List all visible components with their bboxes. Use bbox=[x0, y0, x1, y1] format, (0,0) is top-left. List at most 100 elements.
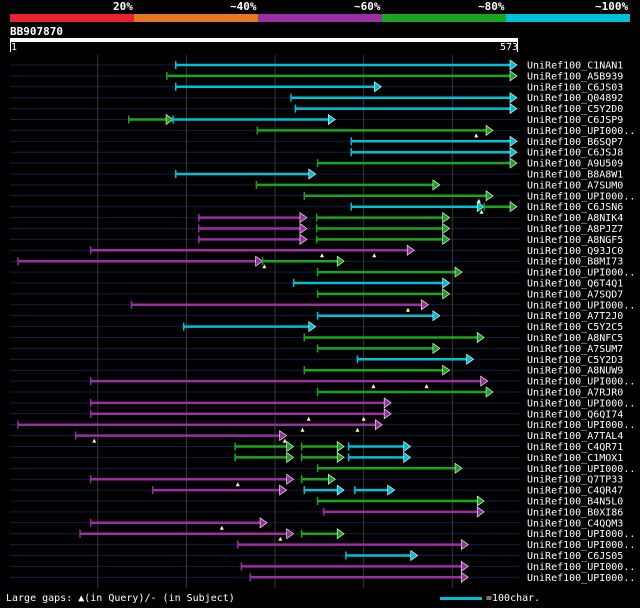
query-gap-marker bbox=[262, 264, 267, 269]
segment-arrow bbox=[387, 484, 396, 496]
segment-arrow bbox=[454, 266, 463, 278]
hit-label: UniRef100_C6JSN6 bbox=[527, 202, 623, 213]
segment-arrow bbox=[336, 255, 345, 267]
hit-label: UniRef100_UPI000.. bbox=[527, 398, 635, 409]
segment-arrow bbox=[421, 299, 429, 311]
segment-arrow bbox=[485, 386, 494, 398]
hit-label: UniRef100_C5Y2C5 bbox=[527, 322, 623, 333]
segment-arrow bbox=[286, 440, 295, 453]
segment-arrow bbox=[442, 277, 451, 289]
hit-label: UniRef100_C6JS05 bbox=[527, 551, 623, 562]
segment-arrow bbox=[509, 103, 518, 115]
hit-label: UniRef100_A7SUM0 bbox=[527, 180, 623, 191]
identity-legend-label: ~60% bbox=[354, 0, 381, 13]
segment-arrow bbox=[442, 288, 451, 300]
segment-arrow bbox=[403, 451, 412, 463]
segment-arrow bbox=[308, 168, 317, 180]
hit-label: UniRef100_A7SQD7 bbox=[527, 289, 623, 300]
segment-arrow bbox=[509, 70, 518, 82]
scale-key-label: =100char. bbox=[486, 593, 541, 604]
hit-label: UniRef100_UPI000.. bbox=[527, 300, 635, 311]
identity-legend-label: ~40% bbox=[230, 0, 257, 13]
hit-label: UniRef100_A7RJR0 bbox=[527, 388, 623, 399]
scale-key-bar bbox=[440, 597, 482, 600]
segment-arrow bbox=[509, 135, 518, 147]
segment-arrow bbox=[466, 353, 475, 365]
hit-label: UniRef100_C5Y2D0 bbox=[527, 104, 623, 115]
segment-arrow bbox=[299, 222, 308, 235]
segment-arrow bbox=[286, 451, 295, 463]
query-gap-marker bbox=[92, 438, 97, 443]
segment-arrow bbox=[336, 451, 345, 463]
segment-arrow bbox=[442, 233, 451, 245]
query-gap-marker bbox=[372, 253, 377, 258]
segment-arrow bbox=[308, 321, 317, 333]
identity-legend-swatch bbox=[382, 14, 506, 22]
segment-arrow bbox=[327, 113, 336, 126]
segment-arrow bbox=[374, 419, 383, 431]
identity-legend-swatch bbox=[506, 14, 630, 22]
identity-legend-label: ~100% bbox=[595, 0, 629, 13]
segment-arrow bbox=[442, 364, 451, 376]
segment-arrow bbox=[299, 212, 308, 224]
query-gap-marker bbox=[300, 427, 305, 432]
segment-arrow bbox=[259, 517, 268, 529]
hit-label: UniRef100_C4QR71 bbox=[527, 442, 623, 453]
query-start-tick bbox=[10, 42, 11, 52]
hit-label: UniRef100_UPI000.. bbox=[527, 377, 635, 388]
identity-legend-swatch bbox=[10, 14, 134, 22]
hit-label: UniRef100_UPI000.. bbox=[527, 191, 635, 202]
segment-arrow bbox=[279, 484, 288, 496]
hit-label: UniRef100_UPI000.. bbox=[527, 268, 635, 279]
query-gap-marker bbox=[219, 525, 224, 530]
query-gap-marker bbox=[306, 416, 311, 421]
segment-arrow bbox=[410, 549, 419, 562]
segment-arrow bbox=[460, 539, 469, 551]
segment-arrow bbox=[454, 462, 463, 474]
segment-arrow bbox=[286, 528, 295, 540]
hit-label: UniRef100_Q6QI74 bbox=[527, 409, 623, 420]
hit-label: UniRef100_C1MOX1 bbox=[527, 453, 623, 464]
segment-arrow bbox=[383, 397, 392, 409]
identity-legend-label: 20% bbox=[113, 0, 133, 13]
hit-label: UniRef100_A8NGF5 bbox=[527, 235, 623, 246]
identity-legend-swatch bbox=[258, 14, 382, 22]
hit-label: UniRef100_C6JS03 bbox=[527, 82, 623, 93]
query-bar bbox=[10, 38, 518, 42]
segment-arrow bbox=[460, 560, 469, 572]
hit-label: UniRef100_A5B939 bbox=[527, 71, 623, 82]
segment-arrow bbox=[327, 473, 336, 485]
query-end-label: 573 bbox=[499, 42, 518, 53]
hit-label: UniRef100_C6JSP9 bbox=[527, 115, 623, 126]
hit-label: UniRef100_A9U509 bbox=[527, 159, 623, 170]
segment-arrow bbox=[383, 408, 392, 420]
segment-arrow bbox=[442, 222, 451, 235]
hit-label: UniRef100_C4QQM3 bbox=[527, 518, 623, 529]
hit-label: UniRef100_A7T2J0 bbox=[527, 311, 623, 322]
segment-arrow bbox=[509, 157, 518, 169]
query-gap-marker bbox=[320, 253, 324, 258]
segment-arrow bbox=[432, 179, 441, 191]
query-gap-marker bbox=[278, 536, 283, 541]
hit-label: UniRef100_UPI000.. bbox=[527, 562, 635, 573]
query-gap-marker bbox=[355, 427, 360, 432]
segment-arrow bbox=[509, 201, 518, 213]
hit-label: UniRef100_UPI000.. bbox=[527, 420, 635, 431]
hit-label: UniRef100_Q7TP33 bbox=[527, 475, 623, 486]
hit-label: UniRef100_A7SUM7 bbox=[527, 344, 623, 355]
segment-arrow bbox=[432, 310, 441, 322]
hit-label: UniRef100_UPI000.. bbox=[527, 573, 635, 584]
segment-arrow bbox=[509, 146, 518, 158]
segment-arrow bbox=[509, 92, 518, 104]
hit-label: UniRef100_UPI000.. bbox=[527, 529, 635, 540]
query-gap-marker bbox=[361, 416, 366, 421]
segment-arrow bbox=[432, 342, 441, 354]
hit-label: UniRef100_Q04892 bbox=[527, 93, 623, 104]
hit-label: UniRef100_A7TAL4 bbox=[527, 431, 623, 442]
segment-arrow bbox=[255, 255, 264, 267]
segment-arrow bbox=[480, 375, 489, 387]
segment-arrow bbox=[485, 190, 494, 202]
query-gap-marker bbox=[479, 209, 484, 214]
query-gap-marker bbox=[474, 133, 479, 138]
